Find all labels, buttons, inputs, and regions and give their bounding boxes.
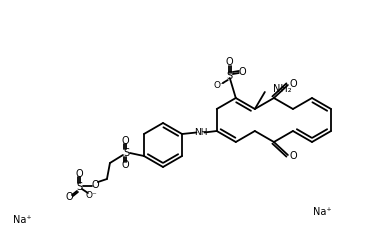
Text: O⁻: O⁻ — [214, 80, 226, 90]
Text: S: S — [76, 182, 82, 192]
Text: NH₂: NH₂ — [273, 84, 291, 94]
Text: NH: NH — [194, 128, 207, 137]
Text: Na⁺: Na⁺ — [13, 215, 31, 225]
Text: O: O — [289, 79, 297, 89]
Text: S: S — [227, 71, 233, 81]
Text: O: O — [65, 192, 73, 202]
Text: O: O — [289, 151, 297, 161]
Text: O: O — [226, 57, 233, 67]
Text: O: O — [91, 180, 99, 190]
Text: O: O — [75, 169, 83, 179]
Text: O: O — [121, 136, 129, 146]
Text: S: S — [123, 148, 129, 158]
Text: Na⁺: Na⁺ — [313, 207, 331, 217]
Text: O⁻: O⁻ — [85, 190, 97, 200]
Text: O: O — [239, 67, 247, 77]
Text: O: O — [121, 160, 129, 170]
